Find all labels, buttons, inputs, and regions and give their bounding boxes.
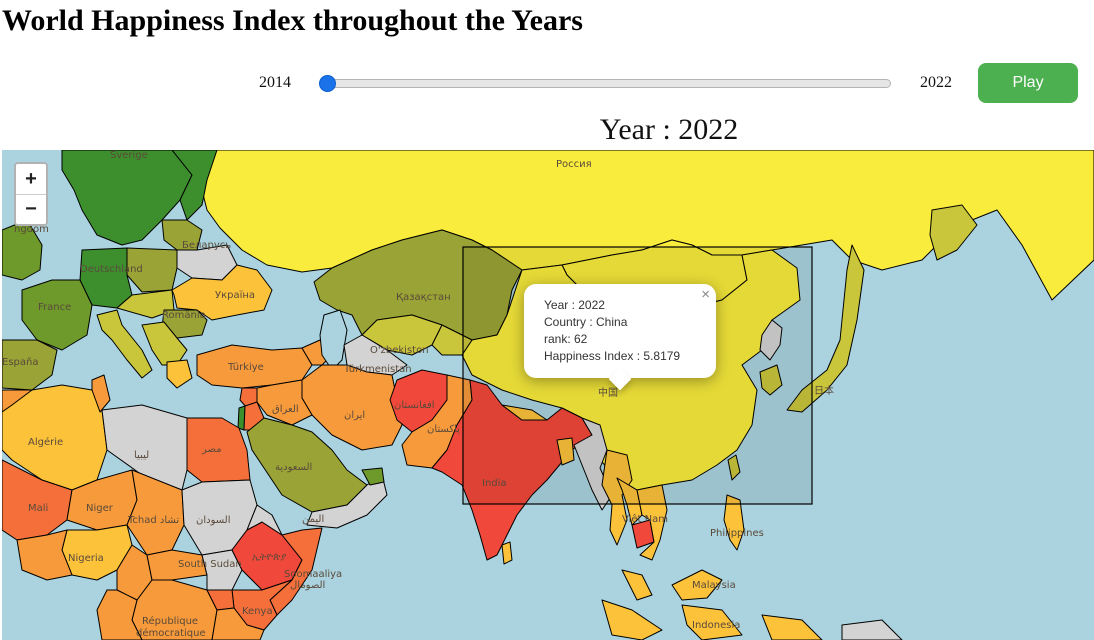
label-mali: Mali <box>28 503 48 514</box>
label-indonesia: Indonesia <box>692 620 740 631</box>
country-somalia[interactable] <box>269 527 323 616</box>
label-romania: România <box>162 309 206 321</box>
country-ghana-west[interactable] <box>16 529 73 581</box>
country-finland[interactable] <box>171 150 218 221</box>
close-icon[interactable]: × <box>701 286 710 303</box>
label-rdc-1: République <box>142 615 198 627</box>
label-vietnam: Việt Nam <box>622 513 668 525</box>
label-india: India <box>482 478 507 489</box>
country-eritrea[interactable] <box>246 504 283 536</box>
country-italy[interactable] <box>96 309 153 379</box>
label-south-sudan: South Sudan <box>178 559 242 570</box>
country-uae[interactable] <box>361 467 385 486</box>
zoom-out-button[interactable]: − <box>16 194 46 224</box>
country-taiwan[interactable] <box>727 454 741 481</box>
slider-thumb[interactable] <box>319 75 336 92</box>
slider-track[interactable] <box>319 79 891 88</box>
label-nigeria: Nigeria <box>68 553 104 564</box>
label-france: France <box>38 302 71 313</box>
country-morocco[interactable] <box>2 389 33 413</box>
country-egypt[interactable] <box>186 417 251 483</box>
zoom-control: + − <box>14 162 48 226</box>
label-iran: ایران <box>344 410 365 421</box>
country-spain[interactable] <box>2 339 58 391</box>
country-japan[interactable] <box>786 244 865 413</box>
popup-country: Country : China <box>544 315 628 329</box>
country-sri-lanka[interactable] <box>501 541 513 565</box>
popup-content: Year : 2022 Country : China rank: 62 Hap… <box>544 297 680 365</box>
country-france[interactable] <box>21 279 93 351</box>
country-austria-czech[interactable] <box>116 289 175 319</box>
label-yemen: اليمن <box>302 514 324 525</box>
label-turkiye: Türkiye <box>227 362 264 373</box>
label-ukraine: Україна <box>215 290 255 301</box>
label-pakistan: پاکستان <box>427 424 460 435</box>
country-png[interactable] <box>841 619 903 640</box>
label-china: 中国 <box>598 386 618 399</box>
country-nepal[interactable] <box>501 404 548 421</box>
country-iraq[interactable] <box>256 379 313 426</box>
label-uzbekistan: O'zbekiston <box>370 345 429 356</box>
page-title: World Happiness Index throughout the Yea… <box>2 4 583 37</box>
country-popup: × Year : 2022 Country : China rank: 62 H… <box>524 284 716 391</box>
label-deutschland: Deutschland <box>80 264 143 275</box>
country-korea[interactable] <box>759 319 783 361</box>
country-tanzania[interactable] <box>211 607 265 640</box>
label-algerie: Algérie <box>28 436 63 448</box>
slider-max-label: 2022 <box>920 74 952 91</box>
label-belarus: Беларусь <box>182 240 231 251</box>
year-controls: 2014 2022 Play <box>0 62 1094 104</box>
zoom-in-button[interactable]: + <box>16 164 46 194</box>
popup-rank: rank: 62 <box>544 332 588 346</box>
label-chad: Tchad تشاد <box>127 515 179 526</box>
map-canvas[interactable]: Россия Sverige ngdom Беларусь Deutschlan… <box>2 150 1094 640</box>
label-niger: Niger <box>86 503 114 514</box>
country-tunisia[interactable] <box>91 374 111 413</box>
label-iraq: العراق <box>272 404 299 415</box>
popup-happiness-index: Happiness Index : 5.8179 <box>544 349 681 363</box>
year-slider[interactable] <box>319 75 891 92</box>
label-somalia: Soomaaliya <box>284 569 342 580</box>
label-libya: ليبيا <box>134 450 149 461</box>
choropleth-map[interactable]: Россия Sverige ngdom Беларусь Deutschlan… <box>2 150 1094 640</box>
country-balkans[interactable] <box>141 321 188 366</box>
country-gabon-congo[interactable] <box>96 589 143 640</box>
label-malaysia: Malaysia <box>692 580 736 591</box>
label-turkmenistan: Türkmenistan <box>343 364 412 375</box>
map-title: Year : 2022 <box>599 113 739 146</box>
label-kingdom: ngdom <box>14 224 49 235</box>
label-japan: 日本 <box>814 384 834 397</box>
country-ukraine[interactable] <box>171 264 273 321</box>
play-button[interactable]: Play <box>978 63 1078 103</box>
label-russia: Россия <box>556 159 592 170</box>
label-somalia-ar: الصومال <box>290 580 325 591</box>
label-rdc-2: démocratique <box>136 627 206 639</box>
country-indonesia[interactable] <box>601 599 823 640</box>
country-japan-hokkaido[interactable] <box>929 204 978 261</box>
label-egypt: مصر <box>201 444 222 455</box>
label-saudi: السعودية <box>275 462 312 473</box>
country-libya[interactable] <box>101 404 188 491</box>
country-malaysia[interactable] <box>621 569 723 601</box>
label-sverige: Sverige <box>110 150 148 161</box>
label-sudan: السودان <box>196 515 231 526</box>
label-philippines: Philippines <box>710 528 764 539</box>
slider-min-label: 2014 <box>259 74 291 91</box>
country-philippines[interactable] <box>723 494 745 551</box>
country-thailand[interactable] <box>601 449 633 546</box>
label-kenya: Kenya <box>242 606 273 617</box>
country-kyrgyz-tajik[interactable] <box>431 324 473 356</box>
country-greece[interactable] <box>166 359 193 389</box>
country-south-korea[interactable] <box>759 364 783 396</box>
country-bangladesh[interactable] <box>556 437 575 466</box>
country-algeria[interactable] <box>2 384 108 491</box>
country-mali[interactable] <box>2 459 73 541</box>
label-afghanistan: افغانستان <box>394 400 435 411</box>
popup-year: Year : 2022 <box>544 298 605 312</box>
country-yemen-oman[interactable] <box>306 474 388 529</box>
label-espana: España <box>2 357 38 368</box>
label-ethiopia: ኢትዮጵያ <box>252 552 286 563</box>
label-kazakhstan: Қазақстан <box>396 292 451 303</box>
